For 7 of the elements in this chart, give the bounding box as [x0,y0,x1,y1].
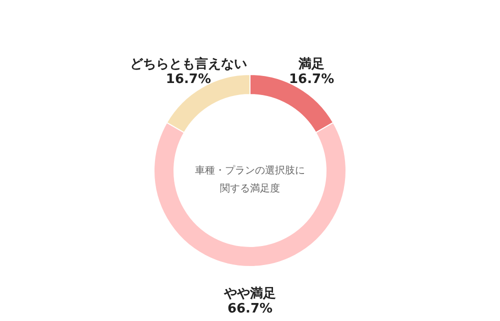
slice-label: やや満足 [223,286,276,302]
data-label: 66.7% [227,302,273,316]
slice-label: 満足 [298,57,325,72]
slice-label: どちらとも言えない [130,56,247,72]
text: 車種・プランの選択肢に関する満足度 [195,164,305,194]
data-label: 16.7% [166,72,211,88]
data-label: 16.7% [289,72,334,88]
